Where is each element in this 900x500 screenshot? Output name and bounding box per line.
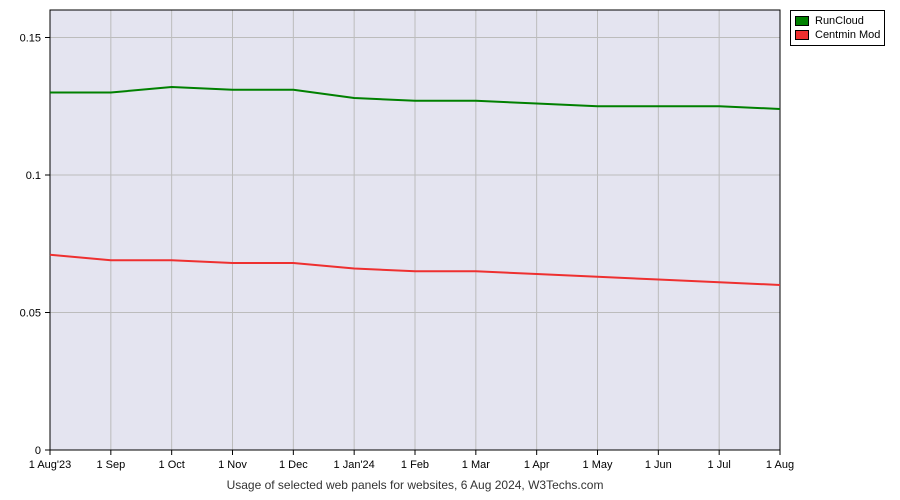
chart-wrap: 1 Aug'23 1 Sep 1 Oct 1 Nov 1 Dec 1 Jan'24 1 Fe… <box>0 0 900 500</box>
x-tick-label: 1 Dec <box>279 459 308 471</box>
x-tick-label: 1 Sep <box>96 459 125 471</box>
y-tick-label: 0.15 <box>20 33 41 45</box>
y-tick-label: 0 <box>35 445 41 457</box>
legend-item: RunCloud <box>795 15 880 27</box>
legend-swatch <box>795 30 809 40</box>
x-tick-label: 1 Jan'24 <box>334 459 375 471</box>
chart-caption: Usage of selected web panels for website… <box>227 478 604 492</box>
x-tick-label: 1 Nov <box>218 459 247 471</box>
y-tick-label: 0.05 <box>20 308 41 320</box>
x-tick-label: 1 Aug'23 <box>29 459 71 471</box>
legend-swatch <box>795 16 809 26</box>
legend-item: Centmin Mod <box>795 29 880 41</box>
legend-label: RunCloud <box>815 15 864 27</box>
x-tick-label: 1 Apr <box>524 459 550 471</box>
y-tick-label: 0.1 <box>26 170 41 182</box>
x-tick-label: 1 Feb <box>401 459 429 471</box>
line-chart: 1 Aug'23 1 Sep 1 Oct 1 Nov 1 Dec 1 Jan'24 1 Fe… <box>0 0 900 500</box>
legend: RunCloud Centmin Mod <box>790 10 885 46</box>
legend-label: Centmin Mod <box>815 29 880 41</box>
x-tick-label: 1 Jul <box>708 459 731 471</box>
x-tick-label: 1 Jun <box>645 459 672 471</box>
x-tick-label: 1 Aug <box>766 459 794 471</box>
x-tick-label: 1 Oct <box>159 459 185 471</box>
x-tick-label: 1 May <box>583 459 613 471</box>
x-tick-label: 1 Mar <box>462 459 490 471</box>
